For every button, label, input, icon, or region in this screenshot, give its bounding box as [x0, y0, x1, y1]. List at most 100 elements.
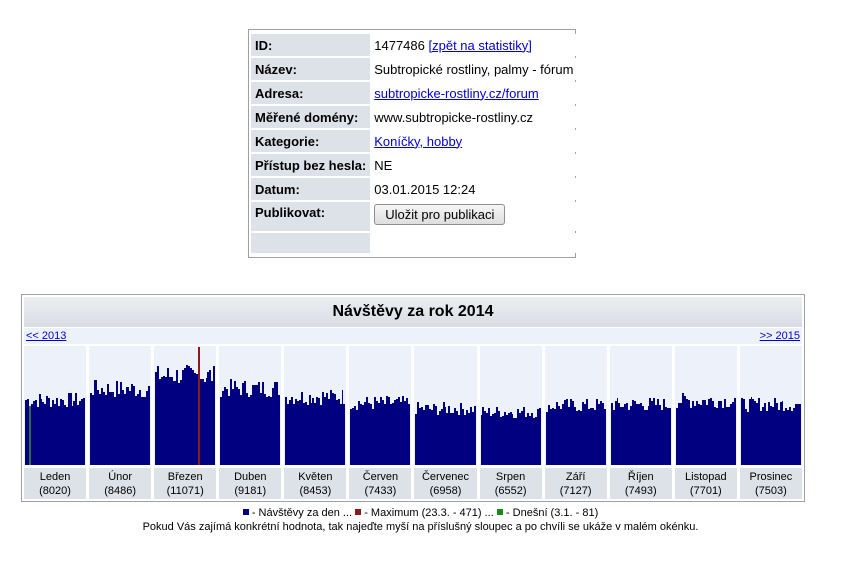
save-for-publication-button[interactable]: Uložit pro publikaci: [374, 204, 506, 225]
day-bar[interactable]: [549, 409, 552, 466]
day-bar[interactable]: [30, 404, 33, 466]
day-bar[interactable]: [143, 397, 146, 466]
day-bar[interactable]: [666, 408, 669, 466]
day-bar[interactable]: [463, 415, 466, 466]
day-bar[interactable]: [209, 370, 212, 466]
day-bar[interactable]: [754, 401, 757, 466]
day-bar[interactable]: [575, 411, 578, 466]
day-bar[interactable]: [352, 408, 355, 466]
day-bar[interactable]: [61, 400, 64, 466]
day-bar[interactable]: [186, 365, 189, 466]
day-bar[interactable]: [191, 370, 194, 466]
day-bar[interactable]: [657, 399, 660, 466]
day-bar[interactable]: [497, 411, 500, 466]
day-bar[interactable]: [536, 409, 539, 466]
day-bar[interactable]: [320, 405, 323, 466]
day-bar[interactable]: [767, 402, 770, 466]
day-bar[interactable]: [36, 407, 39, 466]
day-bar[interactable]: [356, 410, 359, 466]
day-bar[interactable]: [266, 397, 269, 466]
day-bar[interactable]: [316, 397, 319, 466]
day-bar[interactable]: [620, 407, 623, 466]
day-bar[interactable]: [293, 404, 295, 466]
day-bar[interactable]: [258, 382, 261, 466]
day-bar[interactable]: [270, 397, 273, 466]
day-bar[interactable]: [515, 418, 518, 466]
day-bar[interactable]: [442, 402, 445, 466]
day-bar[interactable]: [135, 396, 138, 466]
day-bar[interactable]: [184, 368, 187, 466]
day-bar[interactable]: [744, 409, 747, 466]
day-bar[interactable]: [337, 399, 340, 466]
day-bar[interactable]: [661, 410, 664, 466]
day-bar[interactable]: [440, 409, 443, 466]
day-bar[interactable]: [302, 403, 305, 466]
day-bar[interactable]: [581, 402, 584, 466]
day-bar[interactable]: [222, 391, 225, 466]
day-bar[interactable]: [147, 386, 151, 466]
day-bar[interactable]: [456, 411, 459, 466]
day-bar[interactable]: [760, 411, 763, 466]
day-bar[interactable]: [668, 408, 671, 466]
day-bar[interactable]: [589, 408, 592, 466]
day-bar[interactable]: [597, 404, 600, 466]
day-bar[interactable]: [203, 382, 206, 466]
day-bar[interactable]: [787, 410, 790, 466]
day-bar[interactable]: [128, 391, 131, 466]
category-link[interactable]: Koníčky, hobby: [374, 133, 463, 149]
day-bar[interactable]: [567, 407, 570, 466]
day-bar[interactable]: [59, 399, 62, 466]
day-bar[interactable]: [503, 412, 506, 466]
day-bar[interactable]: [771, 407, 774, 466]
day-bar[interactable]: [663, 399, 665, 466]
day-bar[interactable]: [137, 394, 140, 466]
day-bar[interactable]: [632, 400, 634, 466]
day-bar[interactable]: [162, 376, 165, 466]
day-bar[interactable]: [228, 396, 231, 466]
day-bar[interactable]: [762, 407, 765, 466]
day-bar[interactable]: [729, 404, 732, 466]
day-bar[interactable]: [370, 404, 373, 466]
day-bar[interactable]: [689, 408, 692, 466]
day-bar[interactable]: [695, 401, 698, 466]
day-bar[interactable]: [180, 380, 183, 466]
day-bar[interactable]: [366, 397, 369, 466]
day-bar[interactable]: [421, 407, 424, 466]
day-bar[interactable]: [417, 402, 420, 466]
day-bar[interactable]: [117, 394, 121, 466]
day-bar[interactable]: [327, 399, 330, 466]
day-bar[interactable]: [637, 404, 640, 466]
day-bar[interactable]: [715, 408, 718, 466]
day-bar[interactable]: [505, 415, 508, 466]
day-bar[interactable]: [517, 409, 520, 466]
day-bar[interactable]: [781, 401, 784, 466]
day-bar[interactable]: [444, 407, 447, 466]
day-bar[interactable]: [102, 392, 106, 466]
day-bar[interactable]: [274, 382, 277, 466]
day-bar[interactable]: [260, 393, 263, 466]
day-bar[interactable]: [205, 378, 208, 466]
day-bar[interactable]: [362, 405, 365, 466]
day-bar[interactable]: [641, 406, 644, 466]
day-bar[interactable]: [331, 393, 334, 466]
day-bar[interactable]: [34, 400, 37, 466]
day-bar[interactable]: [50, 407, 53, 466]
day-bar[interactable]: [388, 397, 391, 466]
day-bar[interactable]: [685, 399, 688, 466]
day-bar[interactable]: [521, 411, 524, 466]
day-bar[interactable]: [404, 401, 407, 466]
day-bar[interactable]: [795, 404, 798, 466]
back-to-stats-link[interactable]: [zpět na statistiky]: [428, 37, 532, 53]
day-bar[interactable]: [527, 413, 529, 466]
day-bar[interactable]: [333, 394, 336, 466]
day-bar[interactable]: [193, 373, 196, 466]
day-bar[interactable]: [530, 413, 533, 466]
day-bar[interactable]: [425, 405, 428, 466]
day-bar[interactable]: [649, 398, 652, 466]
day-bar[interactable]: [386, 396, 389, 466]
day-bar[interactable]: [79, 401, 82, 466]
day-bar[interactable]: [467, 413, 470, 466]
day-bar[interactable]: [276, 382, 279, 466]
day-bar[interactable]: [287, 404, 290, 466]
day-bar[interactable]: [199, 379, 202, 466]
